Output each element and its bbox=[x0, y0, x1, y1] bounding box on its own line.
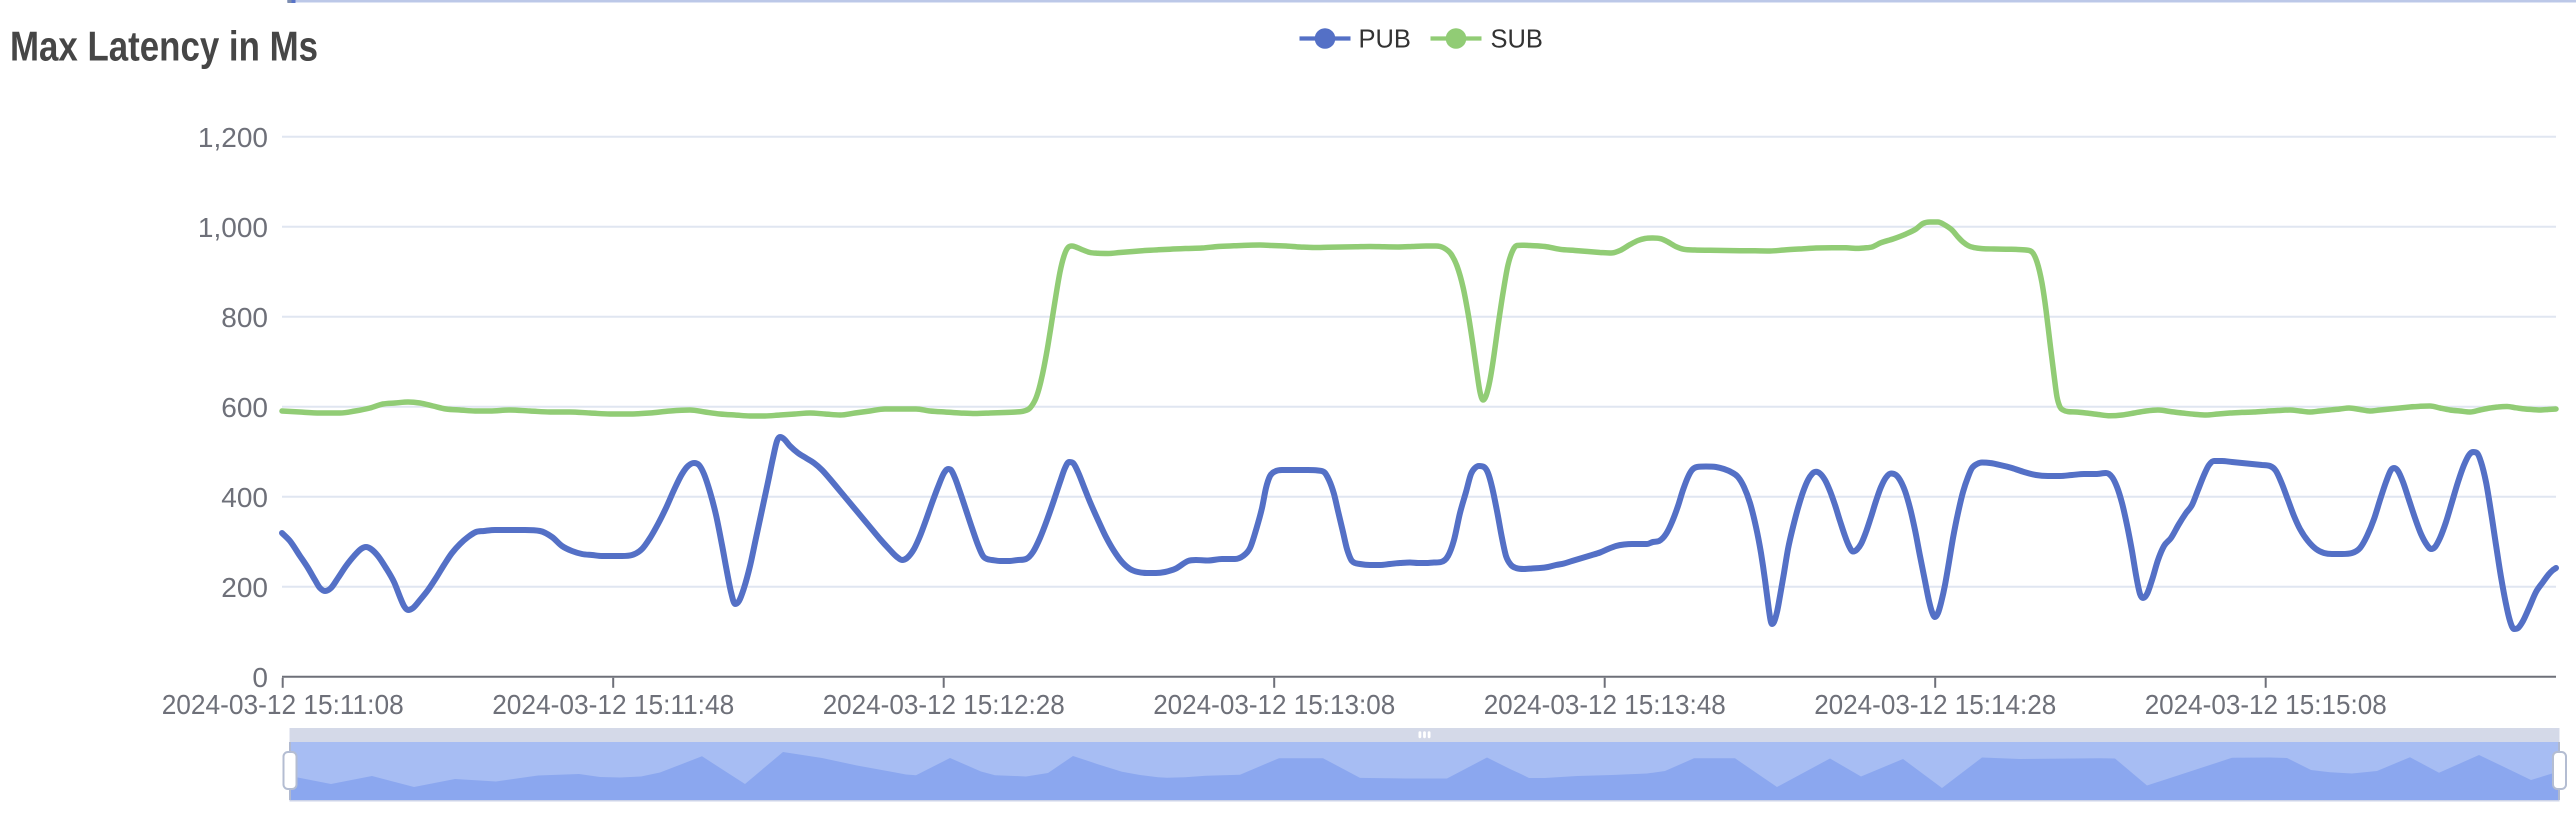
svg-text:SUB: SUB bbox=[1491, 26, 1543, 54]
svg-text:2024-03-12 15:11:48: 2024-03-12 15:11:48 bbox=[492, 689, 734, 720]
svg-text:2024-03-12 15:14:28: 2024-03-12 15:14:28 bbox=[1814, 689, 2056, 720]
svg-text:2024-03-12 15:13:08: 2024-03-12 15:13:08 bbox=[1153, 689, 1395, 720]
svg-text:2024-03-12 15:13:48: 2024-03-12 15:13:48 bbox=[1484, 689, 1726, 720]
svg-text:2024-03-12 15:11:08: 2024-03-12 15:11:08 bbox=[162, 689, 404, 720]
svg-text:1,200: 1,200 bbox=[198, 122, 268, 153]
svg-text:600: 600 bbox=[221, 392, 268, 423]
svg-text:400: 400 bbox=[221, 482, 268, 513]
svg-text:Max Latency in Ms: Max Latency in Ms bbox=[10, 23, 318, 70]
svg-text:800: 800 bbox=[221, 302, 268, 333]
svg-text:PUB: PUB bbox=[1359, 26, 1411, 54]
svg-text:2024-03-12 15:12:28: 2024-03-12 15:12:28 bbox=[823, 689, 1065, 720]
svg-text:0: 0 bbox=[252, 662, 268, 693]
svg-text:1,000: 1,000 bbox=[198, 212, 268, 243]
svg-text:200: 200 bbox=[221, 572, 268, 603]
svg-text:2024-03-12 15:15:08: 2024-03-12 15:15:08 bbox=[2145, 689, 2387, 720]
